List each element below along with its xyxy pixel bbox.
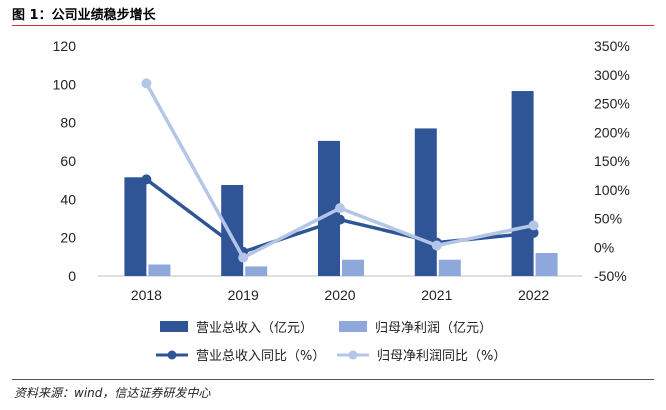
- point-revenue-yoy: [141, 174, 152, 185]
- point-net-profit-yoy: [431, 240, 442, 251]
- x-axis-tick-label: 2020: [324, 287, 355, 303]
- left-axis-tick-label: 0: [68, 268, 76, 284]
- bar-net-profit: [342, 259, 364, 276]
- point-revenue-yoy: [335, 214, 345, 225]
- right-axis-tick-label: 250%: [594, 96, 630, 112]
- bar-net-profit: [438, 259, 461, 276]
- right-axis-tick-label: 0%: [594, 239, 614, 255]
- legend-label: 营业总收入（亿元）: [196, 321, 313, 336]
- right-axis-tick-label: 300%: [594, 67, 630, 83]
- right-axis-tick-label: 50%: [594, 211, 622, 227]
- left-axis-tick-label: 20: [60, 230, 76, 246]
- point-revenue-yoy: [528, 227, 539, 238]
- bar-revenue: [221, 184, 244, 276]
- left-axis-tick-label: 120: [53, 38, 77, 54]
- right-axis-tick-label: 100%: [594, 182, 630, 198]
- left-axis-tick-label: 60: [60, 153, 76, 169]
- source-rule: [12, 379, 654, 380]
- x-axis-tick-label: 2018: [131, 287, 162, 303]
- bar-net-profit: [245, 266, 268, 276]
- legend-swatch: [339, 321, 367, 332]
- point-net-profit-yoy: [141, 78, 152, 89]
- legend-marker: [348, 350, 358, 360]
- point-net-profit-yoy: [335, 203, 345, 214]
- x-axis-tick-label: 2021: [421, 287, 452, 303]
- title-rule: [12, 25, 654, 26]
- right-axis-tick-label: 350%: [594, 38, 630, 54]
- bar-revenue: [318, 140, 340, 276]
- x-axis-tick-label: 2022: [518, 287, 549, 303]
- bar-revenue: [414, 128, 437, 276]
- left-axis-tick-label: 40: [60, 191, 76, 207]
- figure-title: 图 1：公司业绩稳步增长: [12, 8, 156, 23]
- x-axis-tick-label: 2019: [228, 287, 259, 303]
- bar-net-profit: [148, 264, 171, 276]
- left-axis-tick-label: 100: [53, 76, 77, 92]
- point-net-profit-yoy: [238, 252, 249, 263]
- legend-swatch: [160, 321, 188, 332]
- legend-marker: [167, 350, 177, 360]
- right-axis-tick-label: -50%: [594, 268, 627, 284]
- bar-net-profit: [535, 253, 558, 276]
- right-axis-tick-label: 200%: [594, 124, 630, 140]
- source-note: 资料来源：wind，信达证券研发中心: [14, 386, 211, 400]
- left-axis-tick-label: 80: [60, 115, 76, 131]
- bar-revenue: [511, 91, 534, 277]
- right-axis-tick-label: 150%: [594, 153, 630, 169]
- legend-label: 归母净利润同比（%）: [377, 349, 506, 364]
- legend-label: 归母净利润（亿元）: [375, 321, 492, 336]
- point-net-profit-yoy: [528, 220, 539, 231]
- bar-revenue: [124, 177, 147, 276]
- legend-label: 营业总收入同比（%）: [196, 349, 325, 364]
